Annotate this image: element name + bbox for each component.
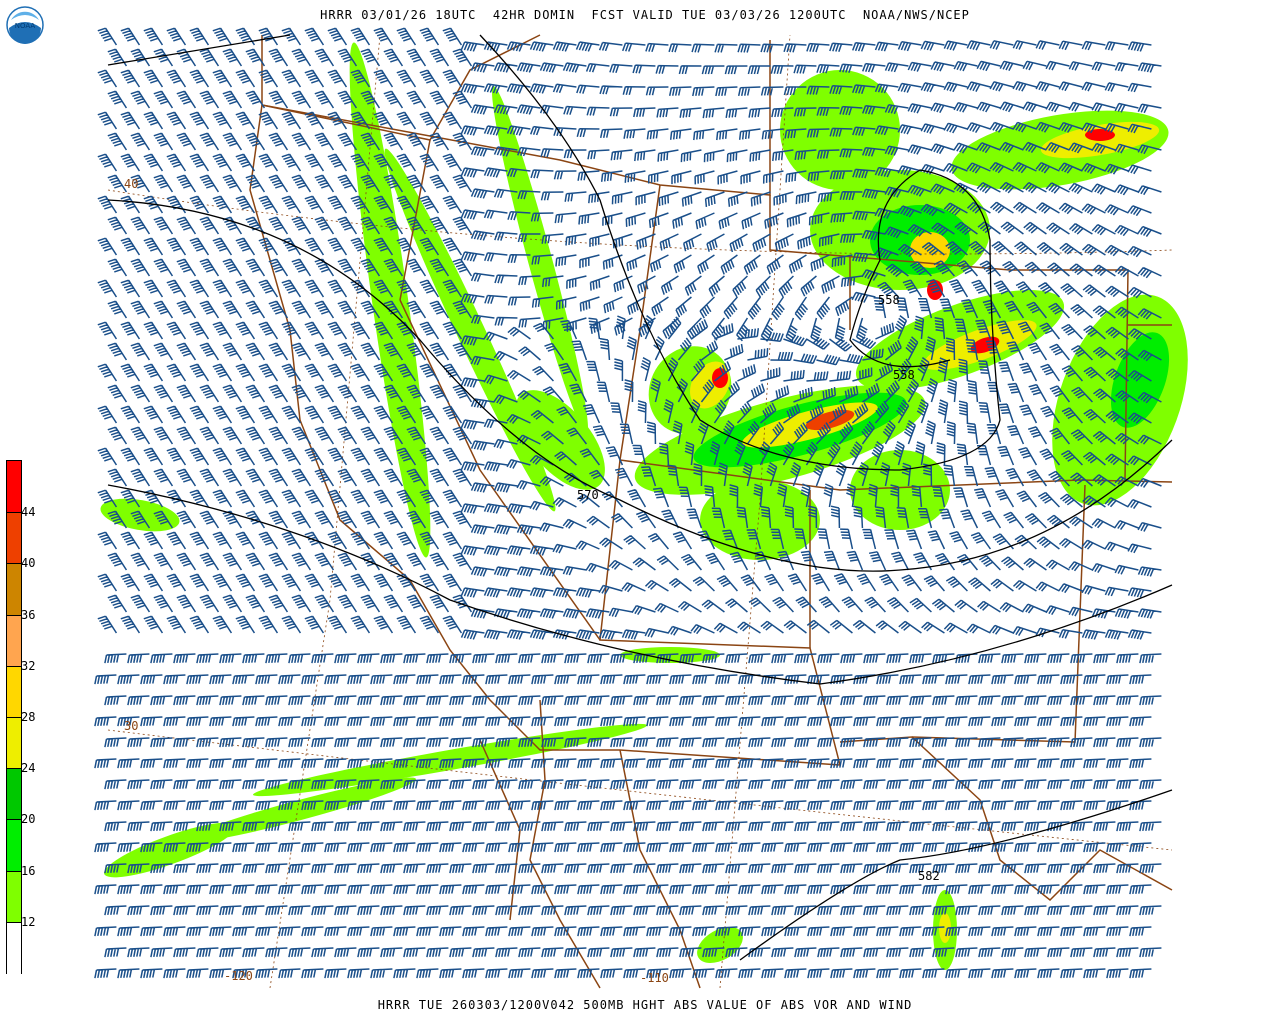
- vorticity-area: [184, 777, 416, 843]
- wind-barbs: [94, 27, 1162, 979]
- map-labels: 558 558 570 582 40 30 -120 -110: [124, 177, 940, 985]
- state-border: [529, 699, 601, 989]
- colorbar-swatch: [7, 614, 21, 667]
- state-border: [619, 184, 1173, 491]
- svg-text:NOAA: NOAA: [15, 22, 36, 30]
- contour-label: 582: [918, 869, 940, 883]
- colorbar-swatch: [7, 563, 21, 616]
- wind-barb: [94, 27, 1162, 979]
- grid-line: [719, 34, 791, 989]
- height-contours: [107, 34, 1173, 961]
- contour-label: 558: [893, 368, 915, 382]
- map-caption: HRRR TUE 260303/1200V042 500MB HGHT ABS …: [377, 998, 913, 1012]
- state-border: [599, 459, 841, 766]
- colorbar-label: 32: [21, 658, 36, 673]
- colorbar-label: 40: [21, 556, 36, 571]
- grid-line: [107, 729, 1173, 851]
- height-contour: [107, 484, 1173, 685]
- vorticity-area: [910, 232, 950, 268]
- colorbar-swatch: [7, 665, 21, 718]
- colorbar-swatch: [7, 921, 21, 974]
- lon-label: -120: [224, 969, 253, 983]
- colorbar: [6, 460, 22, 974]
- colorbar-label: 28: [21, 710, 36, 724]
- contour-label: 570: [577, 488, 599, 502]
- state-border: [399, 299, 601, 641]
- vorticity-area: [384, 148, 556, 512]
- lat-label: 30: [124, 719, 138, 733]
- state-border: [769, 195, 1129, 481]
- colorbar-swatch: [7, 768, 21, 821]
- vorticity-area: [1085, 129, 1115, 141]
- contour-label: 558: [878, 293, 900, 307]
- colorbar-label: 12: [21, 914, 36, 929]
- noaa-logo: NOAA: [6, 6, 44, 44]
- lon-label: -110: [640, 971, 669, 985]
- colorbar-label: 16: [21, 863, 36, 878]
- vorticity-area: [927, 280, 943, 300]
- vorticity-area: [780, 70, 900, 190]
- vorticity-area: [939, 913, 951, 943]
- state-border: [839, 736, 1173, 902]
- height-contour: [479, 34, 1001, 471]
- vorticity-area: [100, 498, 180, 532]
- vorticity-area: [697, 926, 743, 964]
- colorbar-swatch: [7, 819, 21, 872]
- vorticity-area: [491, 86, 589, 434]
- colorbar-swatch: [7, 461, 21, 513]
- height-contour: [107, 34, 291, 66]
- colorbar-label: 44: [21, 505, 36, 520]
- vorticity-area: [700, 480, 820, 560]
- lat-label: 40: [124, 177, 138, 191]
- colorbar-swatch: [7, 870, 21, 923]
- height-contour: [739, 789, 1173, 961]
- grid-line: [269, 34, 381, 989]
- height-contour: [107, 199, 1173, 572]
- colorbar-swatch: [7, 512, 21, 565]
- colorbar-label: 20: [21, 812, 36, 827]
- colorbar-label: 36: [21, 607, 36, 622]
- colorbar-label: 24: [21, 761, 36, 776]
- state-borders: [249, 34, 1173, 989]
- map-title: HRRR 03/01/26 18UTC 42HR DOMIN FCST VALI…: [320, 8, 970, 22]
- state-border: [429, 34, 541, 141]
- colorbar-swatch: [7, 717, 21, 770]
